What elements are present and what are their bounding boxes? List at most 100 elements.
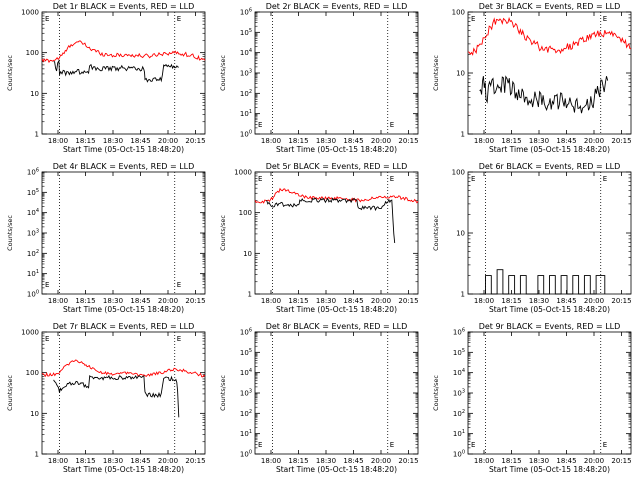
x-tick-label: 20:15 bbox=[611, 297, 631, 305]
x-tick-label: 18:00 bbox=[474, 457, 494, 465]
x-axis-label: Start Time (05-Oct-15 18:48:20) bbox=[276, 305, 397, 314]
y-tick-label: 104 bbox=[453, 368, 465, 377]
series-line-lld bbox=[41, 40, 206, 64]
x-tick-label: 18:00 bbox=[261, 137, 281, 145]
y-tick-label: 100 bbox=[239, 209, 252, 217]
y-tick-label: 100 bbox=[27, 290, 39, 299]
axes-frame bbox=[41, 331, 206, 455]
x-tick-label: 18:45 bbox=[130, 457, 150, 465]
event-marker-label: E bbox=[471, 441, 475, 449]
x-tick-label: 18:30 bbox=[529, 297, 549, 305]
x-tick-label: 18:00 bbox=[261, 457, 281, 465]
y-tick-label: 102 bbox=[240, 89, 252, 98]
x-tick-label: 18:15 bbox=[501, 457, 521, 465]
y-tick-label: 1 bbox=[35, 451, 39, 459]
axes-frame bbox=[467, 11, 632, 135]
event-marker-label: E bbox=[390, 121, 394, 129]
y-tick-label: 104 bbox=[27, 208, 39, 217]
chart-title: Det 2r BLACK = Events, RED = LLD bbox=[266, 2, 408, 11]
series-line-events bbox=[53, 374, 180, 418]
x-tick-label: 18:45 bbox=[130, 297, 150, 305]
event-marker-label: E bbox=[603, 175, 607, 183]
y-tick-label: 1 bbox=[461, 291, 465, 299]
chart-det-6: Det 6r BLACK = Events, RED = LLD 1 10 100 18… bbox=[432, 162, 632, 314]
y-axis-label: Counts/sec bbox=[6, 375, 14, 411]
chart-det-2: Det 2r BLACK = Events, RED = LLD 100 101 10… bbox=[219, 2, 419, 154]
event-marker-label: E bbox=[177, 335, 181, 343]
axes-frame bbox=[467, 331, 632, 455]
series-line-events bbox=[479, 75, 609, 114]
y-tick-label: 1 bbox=[35, 131, 39, 139]
axes-frame bbox=[254, 331, 419, 455]
x-tick-label: 18:00 bbox=[48, 137, 68, 145]
x-tick-label: 18:30 bbox=[316, 457, 336, 465]
event-marker-label: E bbox=[45, 281, 49, 289]
y-tick-label: 106 bbox=[453, 328, 465, 337]
x-tick-label: 18:45 bbox=[556, 457, 576, 465]
x-tick-label: 18:15 bbox=[75, 137, 95, 145]
y-axis-label: Counts/sec bbox=[219, 215, 227, 251]
x-tick-label: 18:00 bbox=[474, 297, 494, 305]
chart-det-3: Det 3r BLACK = Events, RED = LLD 1 10 100 18… bbox=[432, 2, 632, 154]
y-tick-label: 10 bbox=[30, 90, 39, 98]
x-axis-label: Start Time (05-Oct-15 18:48:20) bbox=[276, 145, 397, 154]
chart-det-1: Det 1r BLACK = Events, RED = LLD 1 10 100 10… bbox=[6, 2, 206, 154]
y-tick-label: 101 bbox=[27, 269, 39, 278]
y-tick-label: 100 bbox=[452, 9, 465, 17]
y-tick-label: 102 bbox=[27, 249, 39, 258]
event-marker-label: E bbox=[603, 441, 607, 449]
y-tick-label: 103 bbox=[27, 229, 39, 238]
y-tick-label: 103 bbox=[240, 69, 252, 78]
event-marker-label: E bbox=[258, 121, 262, 129]
x-axis-label: Start Time (05-Oct-15 18:48:20) bbox=[63, 305, 184, 314]
x-tick-label: 18:15 bbox=[288, 297, 308, 305]
y-tick-label: 103 bbox=[453, 389, 465, 398]
x-tick-label: 20:15 bbox=[611, 457, 631, 465]
x-tick-label: 18:45 bbox=[343, 137, 363, 145]
y-tick-label: 101 bbox=[240, 429, 252, 438]
x-tick-label: 18:00 bbox=[474, 137, 494, 145]
axes-frame bbox=[41, 171, 206, 295]
chart-title: Det 1r BLACK = Events, RED = LLD bbox=[53, 2, 195, 11]
y-tick-label: 100 bbox=[26, 49, 39, 57]
chart-det-7: Det 7r BLACK = Events, RED = LLD 1 10 100 10… bbox=[6, 322, 206, 474]
y-axis-label: Counts/sec bbox=[432, 375, 440, 411]
x-tick-label: 18:30 bbox=[316, 137, 336, 145]
x-axis-label: Start Time (05-Oct-15 18:48:20) bbox=[63, 145, 184, 154]
y-tick-label: 104 bbox=[240, 368, 252, 377]
y-tick-label: 105 bbox=[27, 188, 39, 197]
x-tick-label: 18:15 bbox=[501, 297, 521, 305]
x-tick-label: 20:00 bbox=[584, 297, 604, 305]
x-tick-label: 20:00 bbox=[371, 297, 391, 305]
x-tick-label: 20:00 bbox=[371, 457, 391, 465]
y-tick-label: 1000 bbox=[21, 329, 39, 337]
chart-title: Det 5r BLACK = Events, RED = LLD bbox=[266, 162, 408, 171]
event-marker-label: E bbox=[258, 175, 262, 183]
event-marker-label: E bbox=[177, 15, 181, 23]
y-tick-label: 100 bbox=[453, 450, 465, 459]
x-tick-label: 20:15 bbox=[398, 457, 418, 465]
chart-title: Det 8r BLACK = Events, RED = LLD bbox=[266, 322, 408, 331]
x-tick-label: 18:00 bbox=[261, 297, 281, 305]
x-tick-label: 20:15 bbox=[398, 137, 418, 145]
x-tick-label: 18:30 bbox=[103, 297, 123, 305]
y-tick-label: 10 bbox=[456, 70, 465, 78]
y-axis-label: Counts/sec bbox=[432, 215, 440, 251]
event-marker-label: E bbox=[603, 15, 607, 23]
x-tick-label: 18:00 bbox=[48, 457, 68, 465]
x-tick-label: 18:00 bbox=[48, 297, 68, 305]
x-tick-label: 18:30 bbox=[103, 457, 123, 465]
x-tick-label: 20:15 bbox=[185, 457, 205, 465]
x-tick-label: 18:15 bbox=[288, 137, 308, 145]
y-tick-label: 106 bbox=[27, 168, 39, 177]
y-tick-label: 100 bbox=[452, 169, 465, 177]
axes-frame bbox=[254, 11, 419, 135]
event-marker-label: E bbox=[45, 15, 49, 23]
chart-det-5: Det 5r BLACK = Events, RED = LLD 1 10 100 10… bbox=[219, 162, 419, 314]
chart-title: Det 7r BLACK = Events, RED = LLD bbox=[53, 322, 195, 331]
y-tick-label: 101 bbox=[453, 429, 465, 438]
y-tick-label: 10 bbox=[456, 230, 465, 238]
x-tick-label: 18:30 bbox=[103, 137, 123, 145]
x-axis-label: Start Time (05-Oct-15 18:48:20) bbox=[489, 465, 610, 474]
x-tick-label: 18:45 bbox=[343, 457, 363, 465]
